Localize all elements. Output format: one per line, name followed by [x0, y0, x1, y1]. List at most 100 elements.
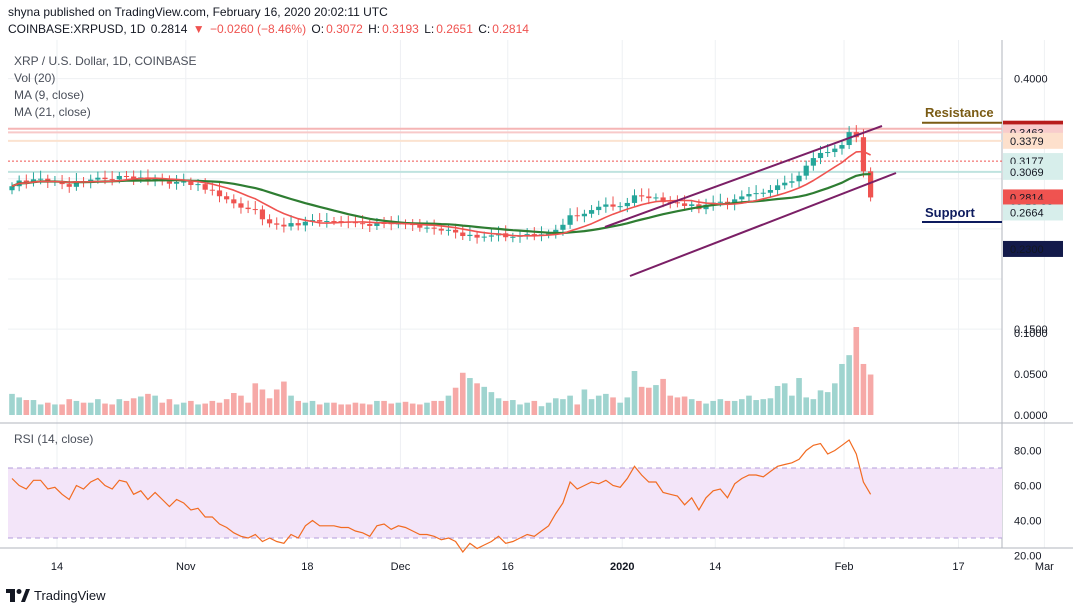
close-value: 0.2814	[492, 22, 529, 36]
footer-brand: TradingView	[34, 588, 106, 603]
volume-bar	[324, 402, 330, 415]
volume-bar	[238, 395, 244, 415]
publisher-line: shyna published on TradingView.com, Febr…	[8, 5, 388, 19]
tradingview-logo-icon	[6, 588, 30, 602]
volume-bar	[345, 404, 352, 415]
candle-body	[431, 227, 437, 229]
volume-bar	[645, 387, 652, 415]
volume-bar	[660, 378, 666, 415]
candle-body	[460, 232, 466, 237]
volume-bar	[395, 402, 402, 415]
symbol-label: COINBASE:XRPUSD, 1D	[8, 22, 146, 36]
volume-bar	[789, 395, 795, 415]
price-chart[interactable]: 0.40000.15000.10000.05000.00000.35000.34…	[0, 40, 1073, 585]
candle-body	[631, 195, 638, 203]
volume-bar	[724, 400, 731, 415]
volume-bar	[531, 400, 538, 415]
volume-bar	[824, 392, 831, 415]
candle-body	[453, 229, 459, 233]
candle-body	[596, 206, 602, 211]
candle-body	[868, 171, 874, 198]
time-tick-label: Mar	[1035, 561, 1054, 573]
price-change: −0.0260 (−8.46%)	[210, 22, 307, 36]
candle-body	[674, 202, 681, 204]
legend-rsi: RSI (14, close)	[14, 432, 93, 446]
volume-bar	[130, 398, 137, 415]
candle-body	[653, 197, 659, 199]
volume-bar	[753, 400, 759, 415]
volume-bar	[137, 396, 144, 415]
candle-body	[531, 234, 537, 236]
candle-body	[173, 182, 180, 184]
price-badge	[1003, 240, 1063, 257]
price-badge-label: 0.2300	[1010, 244, 1044, 256]
rsi-tick-label: 60.00	[1014, 481, 1042, 493]
volume-bar	[159, 402, 166, 415]
ma9-line	[11, 150, 871, 237]
legend-ma21: MA (21, close)	[14, 105, 91, 119]
candle-body	[424, 227, 430, 229]
volume-bar	[717, 399, 724, 415]
time-tick-label: Nov	[176, 561, 196, 573]
down-arrow-icon: ▼	[192, 22, 205, 36]
volume-bar	[567, 395, 573, 415]
candle-body	[195, 184, 201, 186]
time-tick-label: 18	[301, 561, 313, 573]
candle-body	[560, 224, 566, 230]
volume-bar	[774, 385, 781, 415]
candle-body	[216, 190, 223, 197]
candle-body	[567, 215, 573, 225]
time-tick-label: 14	[709, 561, 721, 573]
candle-body	[202, 184, 208, 190]
candle-body	[374, 222, 380, 226]
volume-bar	[173, 404, 180, 415]
volume-bar	[273, 389, 280, 415]
volume-bar	[59, 404, 65, 415]
time-tick-label: 17	[952, 561, 964, 573]
volume-bar	[710, 400, 716, 415]
volume-bar	[681, 396, 688, 415]
volume-bar	[16, 397, 22, 415]
volume-bar	[746, 395, 752, 415]
rsi-tick-label: 40.00	[1014, 516, 1042, 528]
candle-body	[295, 223, 301, 226]
candle-body	[331, 220, 337, 222]
price-tick-label: 0.0000	[1014, 410, 1048, 422]
candle-body	[646, 196, 652, 199]
volume-bar	[295, 400, 301, 415]
volume-bar	[359, 403, 366, 415]
candle-body	[367, 223, 373, 226]
candle-body	[581, 213, 587, 217]
volume-bar	[9, 393, 15, 415]
candle-body	[166, 181, 173, 184]
candle-body	[739, 196, 745, 200]
volume-bar	[259, 389, 266, 415]
price-badge	[1003, 163, 1063, 180]
time-tick-label: Dec	[391, 561, 411, 573]
candle-body	[603, 204, 609, 207]
time-tick-label: 14	[51, 561, 63, 573]
volume-bar	[338, 404, 344, 415]
volume-bar	[760, 399, 767, 415]
candle-body	[782, 182, 788, 186]
volume-bar	[538, 406, 545, 415]
candle-body	[796, 175, 802, 182]
volume-bar	[459, 372, 466, 415]
volume-bar	[674, 397, 681, 415]
candle-body	[281, 224, 287, 227]
candle-body	[73, 181, 79, 187]
candle-body	[188, 181, 194, 186]
candle-body	[588, 210, 595, 214]
volume-bar	[266, 398, 273, 415]
volume-bar	[381, 400, 387, 415]
channel-upper-line	[604, 125, 883, 228]
volume-bar	[853, 327, 860, 415]
volume-bar	[352, 402, 359, 415]
candle-body	[302, 221, 308, 226]
volume-bar	[502, 400, 509, 415]
candle-body	[825, 152, 831, 154]
volume-bar	[402, 401, 409, 415]
volume-bar	[309, 400, 316, 415]
candle-body	[438, 228, 444, 231]
volume-bar	[195, 404, 201, 415]
